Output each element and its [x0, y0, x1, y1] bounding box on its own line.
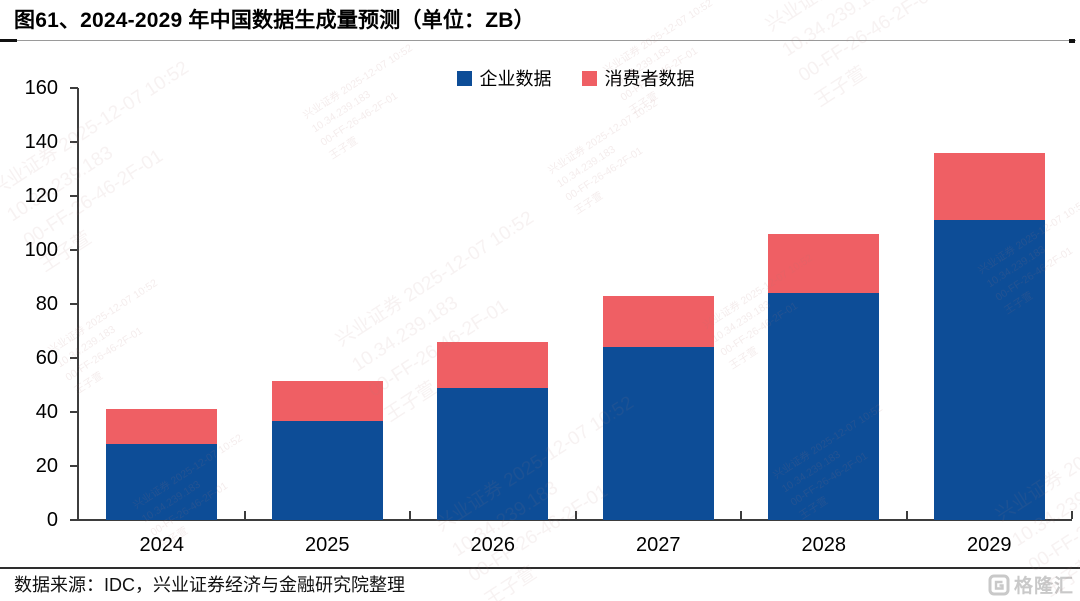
bar-consumer-2029 — [933, 152, 1045, 221]
x-axis-label-2024: 2024 — [139, 534, 185, 556]
legend-item-enterprise: 企业数据 — [456, 65, 552, 91]
bar-enterprise-2025 — [271, 421, 383, 520]
y-axis-tick-120 — [70, 195, 78, 197]
figure-title: 图61、2024-2029 年中国数据生成量预测（单位：ZB） — [14, 9, 535, 32]
y-axis-tick-0 — [70, 519, 78, 521]
y-axis-tick-80 — [70, 303, 78, 305]
x-axis-tick-4 — [740, 511, 742, 519]
bar-enterprise-2026 — [437, 387, 549, 520]
x-axis-tick-1 — [243, 511, 246, 519]
title-divider-line — [0, 40, 1076, 41]
y-axis-line — [77, 88, 79, 521]
x-axis-line — [77, 519, 1072, 521]
stacked-bar-chart: 企业数据 消费者数据 0 20 40 60 80 100 120 140 160 2024 2025… — [0, 44, 1080, 567]
y-axis-label-120: 120 — [24, 185, 58, 207]
x-axis-label-2025: 2025 — [305, 534, 350, 556]
y-axis-label-140: 140 — [24, 131, 58, 153]
x-axis-tick-5 — [905, 511, 908, 519]
gelonghui-logo-icon — [988, 574, 1010, 595]
y-axis-tick-100 — [70, 249, 78, 251]
chart-legend: 企业数据 消费者数据 — [79, 65, 1072, 91]
figure-header: 图61、2024-2029 年中国数据生成量预测（单位：ZB） — [14, 6, 1070, 36]
x-axis-tick-3 — [574, 511, 577, 519]
y-axis-label-40: 40 — [35, 401, 58, 423]
plot-area — [79, 88, 1072, 520]
bar-group-2025 — [245, 88, 411, 520]
source-note: 数据来源：IDC，兴业证券经济与金融研究院整理 — [14, 575, 405, 595]
legend-swatch-enterprise — [456, 70, 472, 86]
footer-divider — [0, 567, 1080, 569]
x-axis-label-2026: 2026 — [470, 534, 516, 556]
y-axis-tick-60 — [70, 357, 78, 359]
bar-enterprise-2028 — [768, 293, 880, 520]
y-axis-label-0: 0 — [46, 509, 58, 531]
legend-label: 企业数据 — [479, 69, 552, 89]
y-axis-tick-20 — [70, 465, 78, 467]
x-axis-label-2027: 2027 — [636, 534, 681, 556]
bar-enterprise-2029 — [933, 220, 1045, 520]
y-axis-label-100: 100 — [24, 239, 58, 261]
bar-consumer-2028 — [768, 233, 880, 294]
bar-group-2028 — [741, 88, 907, 520]
x-axis-tick-2 — [409, 511, 411, 519]
x-axis-label-2029: 2029 — [967, 534, 1012, 556]
bar-enterprise-2027 — [602, 347, 714, 520]
title-divider-start-cap — [0, 39, 17, 42]
bar-consumer-2025 — [271, 380, 383, 422]
y-axis-tick-40 — [70, 411, 78, 413]
gelonghui-logo-text: 格隆汇 — [1013, 576, 1074, 597]
y-axis-label-60: 60 — [35, 347, 58, 369]
y-axis-tick-160 — [70, 87, 78, 89]
title-divider-end-cap — [1069, 39, 1075, 43]
y-axis-label-80: 80 — [35, 293, 58, 315]
y-axis-tick-140 — [70, 141, 78, 143]
bar-consumer-2024 — [106, 409, 218, 445]
bar-consumer-2027 — [602, 295, 714, 348]
gelonghui-logo: 格隆汇 — [988, 571, 1074, 598]
bar-group-2024 — [79, 88, 245, 520]
bar-group-2026 — [410, 88, 576, 520]
bar-enterprise-2024 — [106, 444, 218, 520]
bar-consumer-2026 — [437, 341, 549, 388]
bar-group-2029 — [907, 88, 1073, 520]
bar-group-2027 — [576, 88, 742, 520]
legend-item-consumer: 消费者数据 — [581, 65, 695, 91]
y-axis-label-20: 20 — [35, 455, 58, 477]
x-axis-tick-6 — [1071, 511, 1073, 519]
title-divider — [0, 39, 1080, 43]
y-axis-label-160: 160 — [24, 77, 58, 99]
x-axis-label-2028: 2028 — [801, 534, 847, 556]
legend-label: 消费者数据 — [604, 69, 695, 89]
legend-swatch-consumer — [581, 70, 597, 86]
